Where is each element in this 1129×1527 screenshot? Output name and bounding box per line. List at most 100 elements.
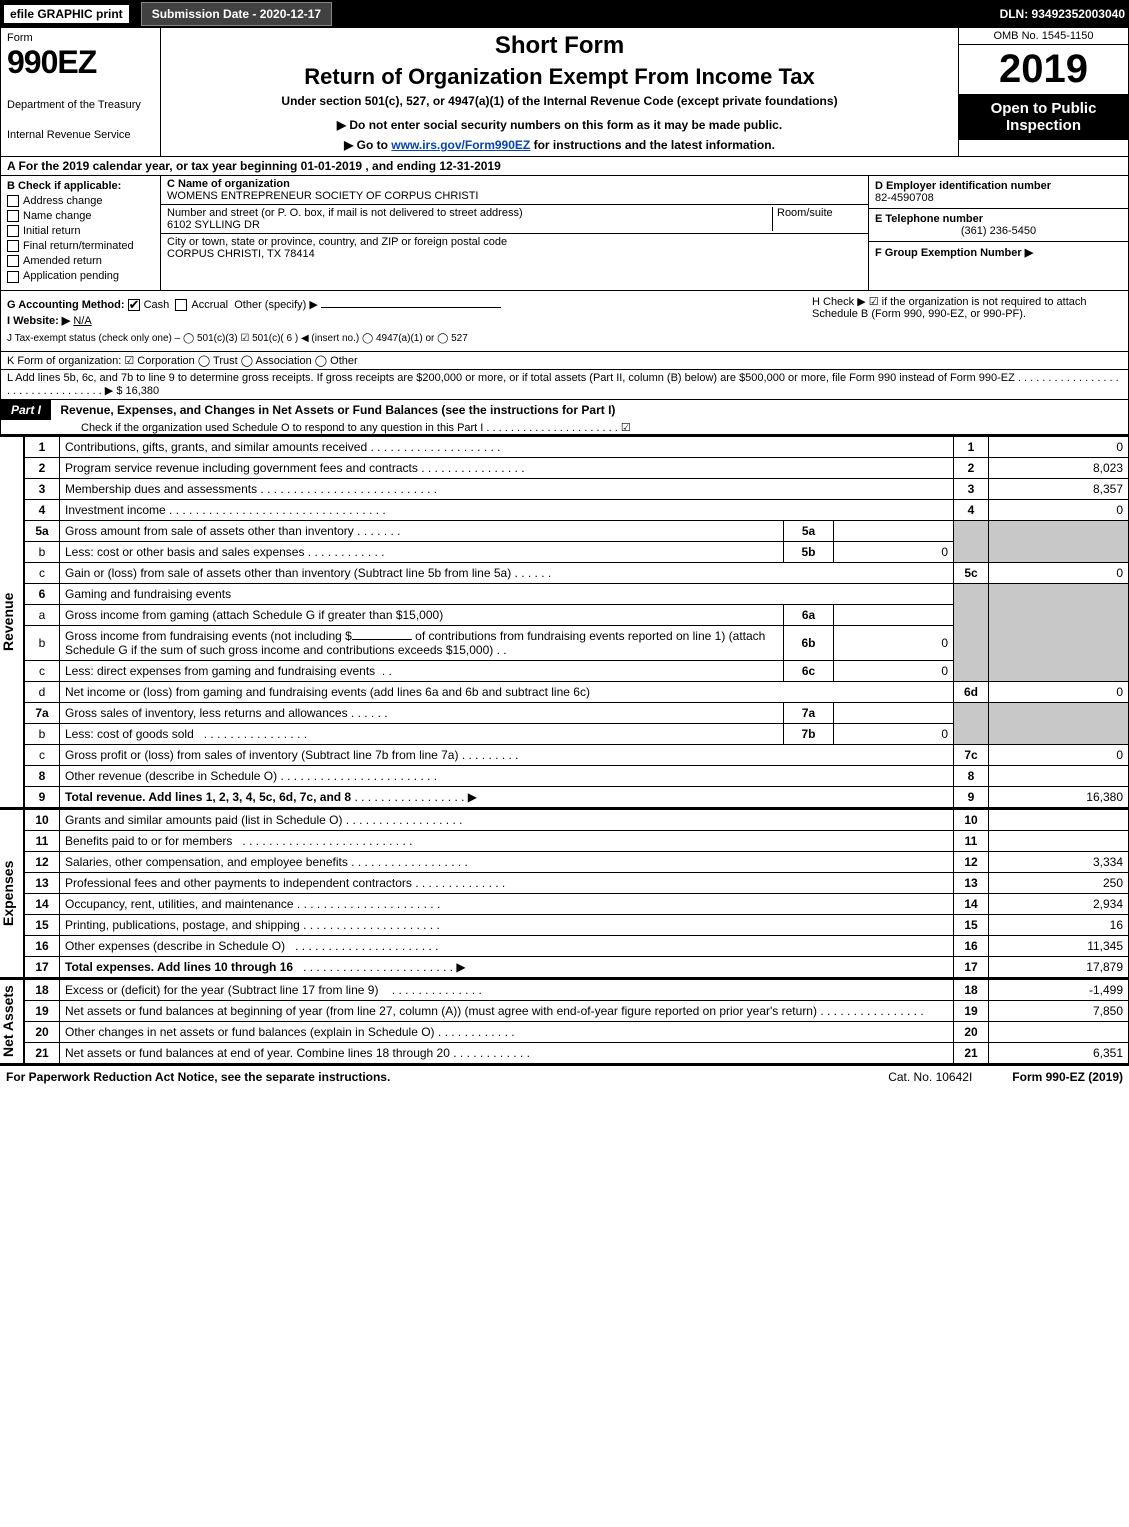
row-a-period: A For the 2019 calendar year, or tax yea… xyxy=(0,157,1129,176)
submission-date-button[interactable]: Submission Date - 2020-12-17 xyxy=(141,2,332,26)
line-9: 9Total revenue. Add lines 1, 2, 3, 4, 5c… xyxy=(25,786,1129,807)
goto-post: for instructions and the latest informat… xyxy=(530,138,775,152)
chk-accrual[interactable] xyxy=(175,299,187,311)
col-b-checkboxes: B Check if applicable: Address change Na… xyxy=(1,176,161,290)
city-label: City or town, state or province, country… xyxy=(167,236,507,248)
org-street-cell: Number and street (or P. O. box, if mail… xyxy=(161,205,868,234)
under-section-text: Under section 501(c), 527, or 4947(a)(1)… xyxy=(171,94,948,108)
group-exemption-cell: F Group Exemption Number ▶ xyxy=(869,242,1128,263)
line-l: L Add lines 5b, 6c, and 7b to line 9 to … xyxy=(0,370,1129,400)
part-1-check-o: Check if the organization used Schedule … xyxy=(1,422,631,434)
tel-label: E Telephone number xyxy=(875,213,983,225)
org-info-row: B Check if applicable: Address change Na… xyxy=(0,176,1129,291)
line-5c: cGain or (loss) from sale of assets othe… xyxy=(25,562,1129,583)
city-value: CORPUS CHRISTI, TX 78414 xyxy=(167,248,315,260)
line-15: 15Printing, publications, postage, and s… xyxy=(25,914,1129,935)
line-7a: 7aGross sales of inventory, less returns… xyxy=(25,702,1129,723)
irs-label: Internal Revenue Service xyxy=(7,129,154,141)
efile-print-button[interactable]: efile GRAPHIC print xyxy=(4,5,129,23)
expenses-vlabel: Expenses xyxy=(0,809,24,978)
form-number: 990EZ xyxy=(7,44,154,81)
expenses-section: Expenses 10Grants and similar amounts pa… xyxy=(0,808,1129,978)
part-1-title: Revenue, Expenses, and Changes in Net As… xyxy=(54,400,621,420)
top-bar: efile GRAPHIC print Submission Date - 20… xyxy=(0,0,1129,28)
ein-cell: D Employer identification number 82-4590… xyxy=(869,176,1128,209)
chk-application-pending[interactable]: Application pending xyxy=(7,270,154,282)
dln-label: DLN: 93492352003040 xyxy=(1000,7,1125,21)
line-17: 17Total expenses. Add lines 10 through 1… xyxy=(25,956,1129,977)
group-exemption-label: F Group Exemption Number ▶ xyxy=(875,247,1033,259)
line-10: 10Grants and similar amounts paid (list … xyxy=(25,809,1129,830)
expenses-table: 10Grants and similar amounts paid (list … xyxy=(24,809,1129,978)
line-6d: dNet income or (loss) from gaming and fu… xyxy=(25,681,1129,702)
line-7c: cGross profit or (loss) from sales of in… xyxy=(25,744,1129,765)
line-11: 11Benefits paid to or for members . . . … xyxy=(25,830,1129,851)
ein-value: 82-4590708 xyxy=(875,192,934,204)
part-1-header: Part I Revenue, Expenses, and Changes in… xyxy=(0,400,1129,435)
goto-pre: ▶ Go to xyxy=(344,138,391,152)
line-3: 3Membership dues and assessments . . . .… xyxy=(25,478,1129,499)
line-20: 20Other changes in net assets or fund ba… xyxy=(25,1021,1129,1042)
form-title-block: Short Form Return of Organization Exempt… xyxy=(161,28,958,156)
catalog-number: Cat. No. 10642I xyxy=(888,1070,972,1084)
line-2: 2Program service revenue including gover… xyxy=(25,457,1129,478)
form-ref: Form 990-EZ (2019) xyxy=(1012,1070,1123,1084)
tel-cell: E Telephone number (361) 236-5450 xyxy=(869,209,1128,242)
irs-link[interactable]: www.irs.gov/Form990EZ xyxy=(391,138,530,152)
section-g-to-l: H Check ▶ ☑ if the organization is not r… xyxy=(0,291,1129,352)
chk-initial-return[interactable]: Initial return xyxy=(7,225,154,237)
line-8: 8Other revenue (describe in Schedule O) … xyxy=(25,765,1129,786)
chk-address-change[interactable]: Address change xyxy=(7,195,154,207)
chk-amended-return[interactable]: Amended return xyxy=(7,255,154,267)
line-18: 18Excess or (deficit) for the year (Subt… xyxy=(25,979,1129,1000)
revenue-vlabel: Revenue xyxy=(0,436,24,808)
revenue-section: Revenue 1Contributions, gifts, grants, a… xyxy=(0,435,1129,808)
line-j: J Tax-exempt status (check only one) – ◯… xyxy=(7,333,1122,344)
ssn-warning: ▶ Do not enter social security numbers o… xyxy=(171,118,948,132)
org-name-label: C Name of organization xyxy=(167,178,290,190)
col-b-title: B Check if applicable: xyxy=(7,180,154,192)
line-19: 19Net assets or fund balances at beginni… xyxy=(25,1000,1129,1021)
street-label: Number and street (or P. O. box, if mail… xyxy=(167,207,523,219)
org-name-value: WOMENS ENTREPRENEUR SOCIETY OF CORPUS CH… xyxy=(167,190,479,202)
short-form-title: Short Form xyxy=(171,32,948,60)
tax-year: 2019 xyxy=(959,45,1128,94)
paperwork-notice: For Paperwork Reduction Act Notice, see … xyxy=(6,1070,390,1084)
line-5a: 5aGross amount from sale of assets other… xyxy=(25,520,1129,541)
revenue-table: 1Contributions, gifts, grants, and simil… xyxy=(24,436,1129,808)
line-1: 1Contributions, gifts, grants, and simil… xyxy=(25,436,1129,457)
chk-cash[interactable] xyxy=(128,299,140,311)
form-header: Form 990EZ Department of the Treasury In… xyxy=(0,28,1129,157)
page-footer: For Paperwork Reduction Act Notice, see … xyxy=(0,1064,1129,1088)
line-13: 13Professional fees and other payments t… xyxy=(25,872,1129,893)
website-value: N/A xyxy=(73,315,91,327)
net-assets-section: Net Assets 18Excess or (deficit) for the… xyxy=(0,978,1129,1064)
net-assets-table: 18Excess or (deficit) for the year (Subt… xyxy=(24,979,1129,1064)
line-21: 21Net assets or fund balances at end of … xyxy=(25,1042,1129,1063)
other-method-input[interactable] xyxy=(321,307,501,308)
ein-label: D Employer identification number xyxy=(875,180,1051,192)
org-name-cell: C Name of organization WOMENS ENTREPRENE… xyxy=(161,176,868,205)
form-word: Form xyxy=(7,32,154,44)
line-12: 12Salaries, other compensation, and empl… xyxy=(25,851,1129,872)
room-suite-label: Room/suite xyxy=(772,207,862,231)
line-4: 4Investment income . . . . . . . . . . .… xyxy=(25,499,1129,520)
line-6: 6Gaming and fundraising events xyxy=(25,583,1129,604)
return-title: Return of Organization Exempt From Incom… xyxy=(171,64,948,90)
org-city-cell: City or town, state or province, country… xyxy=(161,234,868,262)
chk-final-return[interactable]: Final return/terminated xyxy=(7,240,154,252)
col-d-e-f: D Employer identification number 82-4590… xyxy=(868,176,1128,290)
goto-instructions: ▶ Go to www.irs.gov/Form990EZ for instru… xyxy=(171,138,948,152)
part-1-badge: Part I xyxy=(1,400,51,420)
net-assets-vlabel: Net Assets xyxy=(0,979,24,1064)
form-meta-block: OMB No. 1545-1150 2019 Open to Public In… xyxy=(958,28,1128,156)
h-schedule-b-note: H Check ▶ ☑ if the organization is not r… xyxy=(812,295,1122,320)
open-inspection-badge: Open to Public Inspection xyxy=(959,94,1128,140)
omb-number: OMB No. 1545-1150 xyxy=(959,28,1128,45)
chk-name-change[interactable]: Name change xyxy=(7,210,154,222)
line-14: 14Occupancy, rent, utilities, and mainte… xyxy=(25,893,1129,914)
street-value: 6102 SYLLING DR xyxy=(167,219,260,231)
line-k: K Form of organization: ☑ Corporation ◯ … xyxy=(0,352,1129,370)
tel-value: (361) 236-5450 xyxy=(875,225,1122,237)
dept-label: Department of the Treasury xyxy=(7,99,154,111)
